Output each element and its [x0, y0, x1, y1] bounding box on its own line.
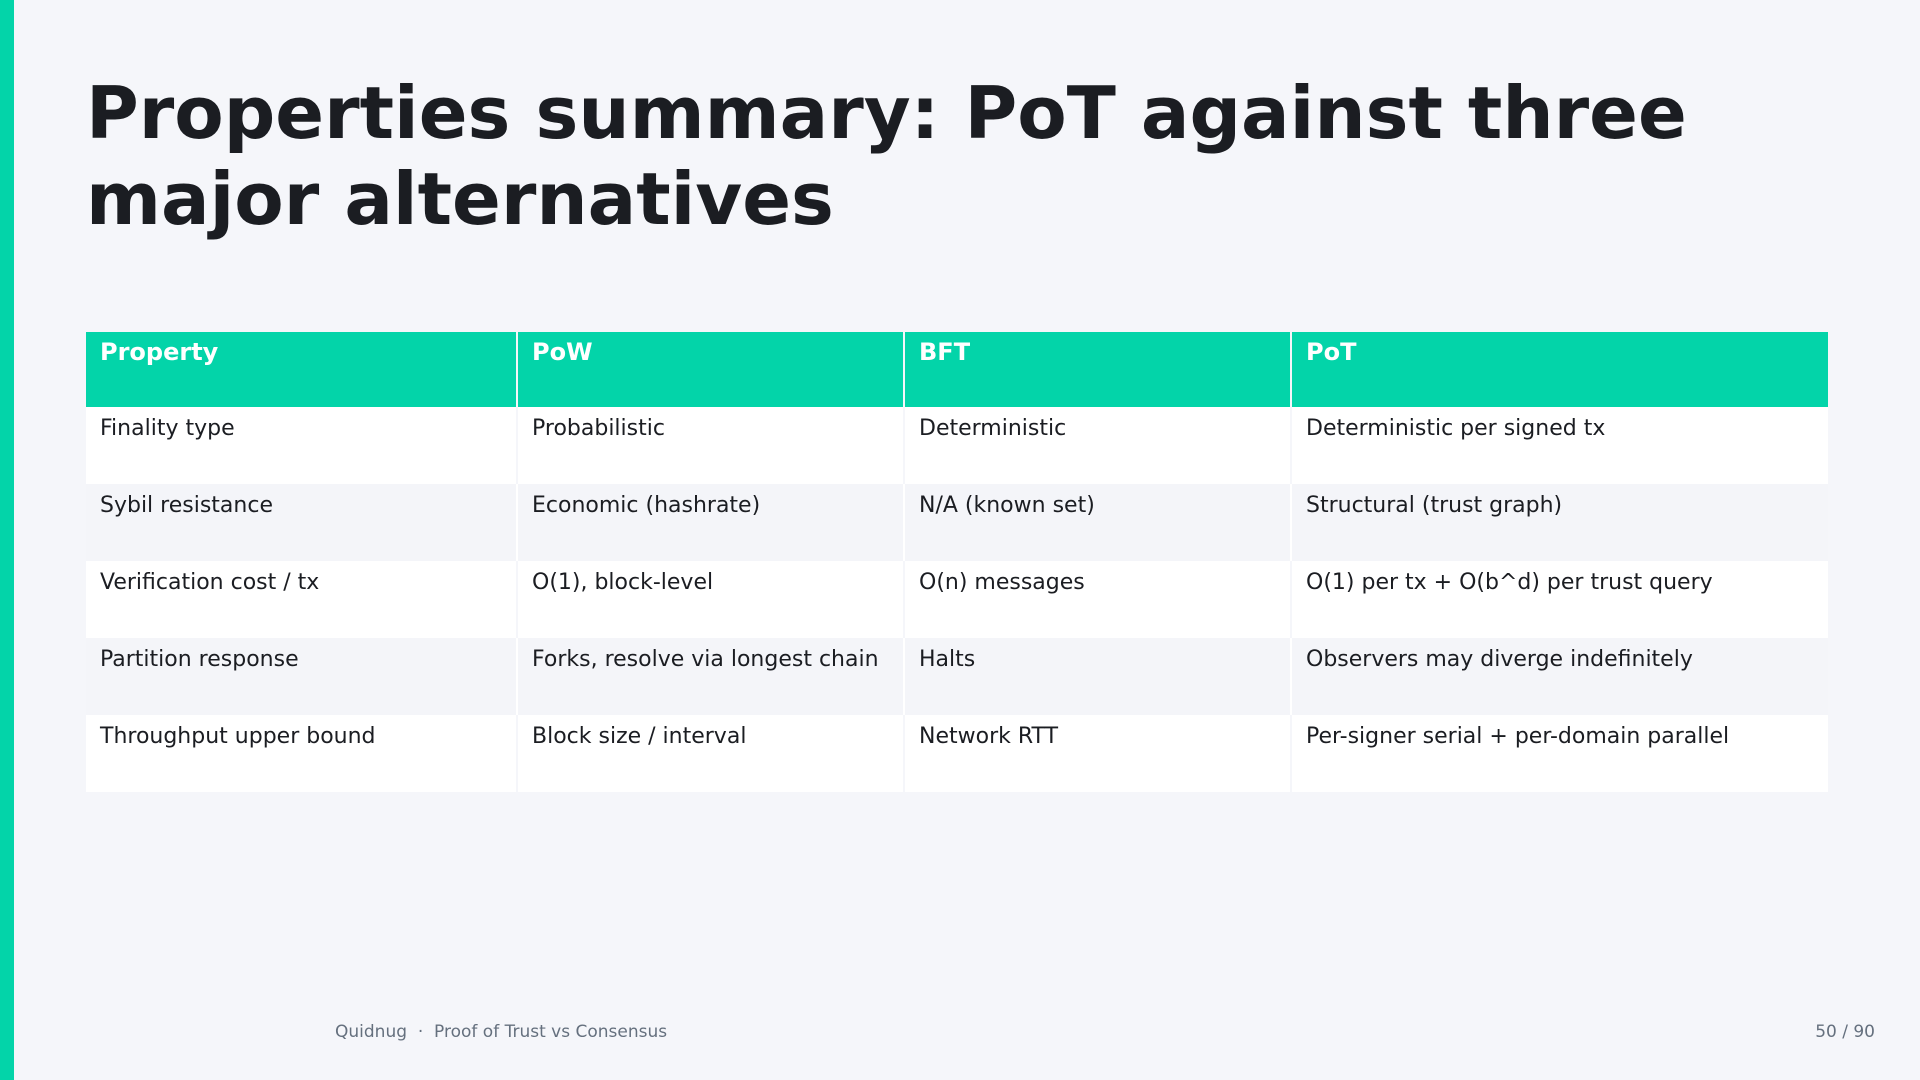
table-cell: Probabilistic [516, 407, 904, 484]
header-row: Property PoW BFT PoT [86, 332, 1828, 407]
table-row: Verification cost / tx O(1), block-level O… [86, 561, 1828, 638]
table-cell: Structural (trust graph) [1290, 484, 1828, 561]
table-row: Finality type Probabilistic Deterministic D… [86, 407, 1828, 484]
table-cell: Halts [903, 638, 1291, 715]
table-body: Finality type Probabilistic Deterministic D… [86, 407, 1828, 792]
table-cell: Economic (hashrate) [516, 484, 904, 561]
slide-title: Properties summary: PoT against three ma… [86, 71, 1687, 241]
page-number: 50 / 90 [1815, 1022, 1875, 1042]
table-cell: O(1), block-level [516, 561, 904, 638]
table-cell: O(n) messages [903, 561, 1291, 638]
table-cell: Block size / interval [516, 715, 904, 792]
table-cell: Observers may diverge indefinitely [1290, 638, 1828, 715]
table-cell: N/A (known set) [903, 484, 1291, 561]
column-header: PoT [1290, 332, 1828, 407]
accent-bar [0, 0, 14, 1080]
table-cell: Throughput upper bound [86, 715, 517, 792]
table-cell: O(1) per tx + O(b^d) per trust query [1290, 561, 1828, 638]
column-header: Property [86, 332, 517, 407]
table-cell: Forks, resolve via longest chain [516, 638, 904, 715]
table-row: Sybil resistance Economic (hashrate) N/A (… [86, 484, 1828, 561]
footer-deck: Proof of Trust vs Consensus [434, 1022, 668, 1042]
footer: Quidnug · Proof of Trust vs Consensus [335, 1022, 668, 1042]
table-cell: Deterministic per signed tx [1290, 407, 1828, 484]
table-cell: Sybil resistance [86, 484, 517, 561]
column-header: PoW [516, 332, 904, 407]
table-cell: Network RTT [903, 715, 1291, 792]
table-cell: Deterministic [903, 407, 1291, 484]
table-cell: Verification cost / tx [86, 561, 517, 638]
column-header: BFT [903, 332, 1291, 407]
table-row: Throughput upper bound Block size / inter… [86, 715, 1828, 792]
table-cell: Per-signer serial + per-domain parallel [1290, 715, 1828, 792]
footer-brand: Quidnug [335, 1022, 408, 1042]
table-cell: Finality type [86, 407, 517, 484]
table-row: Partition response Forks, resolve via lon… [86, 638, 1828, 715]
table-cell: Partition response [86, 638, 517, 715]
comparison-table: Property PoW BFT PoT Finality type Probabili… [86, 332, 1828, 792]
